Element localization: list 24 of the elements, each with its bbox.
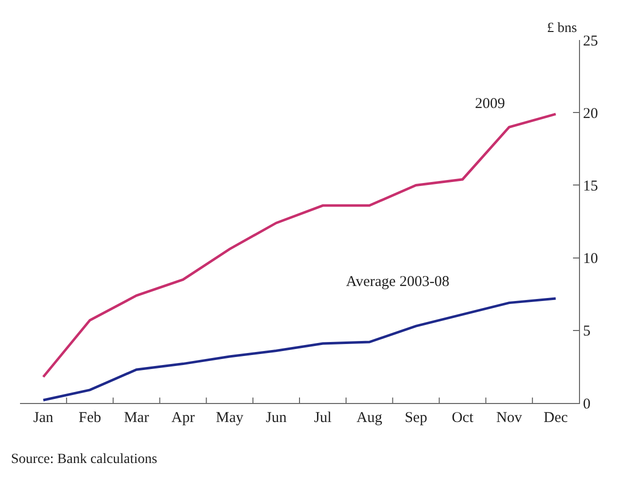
x-tick-label: Mar <box>124 410 149 426</box>
series-label: 2009 <box>475 96 505 112</box>
source-note: Source: Bank calculations <box>11 452 158 467</box>
x-tick-label: Dec <box>544 410 568 426</box>
x-tick-label: Aug <box>356 410 383 426</box>
line-series <box>42 112 557 378</box>
line-series <box>42 297 557 402</box>
series-label: Average 2003-08 <box>346 274 450 290</box>
x-tick-label: Jun <box>266 410 288 426</box>
x-tick-label: Jan <box>33 410 54 426</box>
y-tick-label: 0 <box>583 396 590 412</box>
x-tick-label: Sep <box>404 410 428 426</box>
y-tick-label: 20 <box>583 106 598 122</box>
y-axis-title: £ bns <box>547 21 577 36</box>
x-tick-label: Jul <box>314 410 332 426</box>
y-tick-label: 15 <box>583 178 598 194</box>
x-tick-label: Feb <box>78 410 102 426</box>
y-tick-label: 10 <box>583 251 598 268</box>
x-tick-label: Nov <box>496 410 523 426</box>
x-tick-label: May <box>216 410 244 426</box>
x-tick-label: Apr <box>171 410 195 426</box>
y-tick-label: 25 <box>583 33 598 50</box>
y-tick-label: 5 <box>583 324 590 340</box>
x-tick-label: Oct <box>452 410 474 426</box>
